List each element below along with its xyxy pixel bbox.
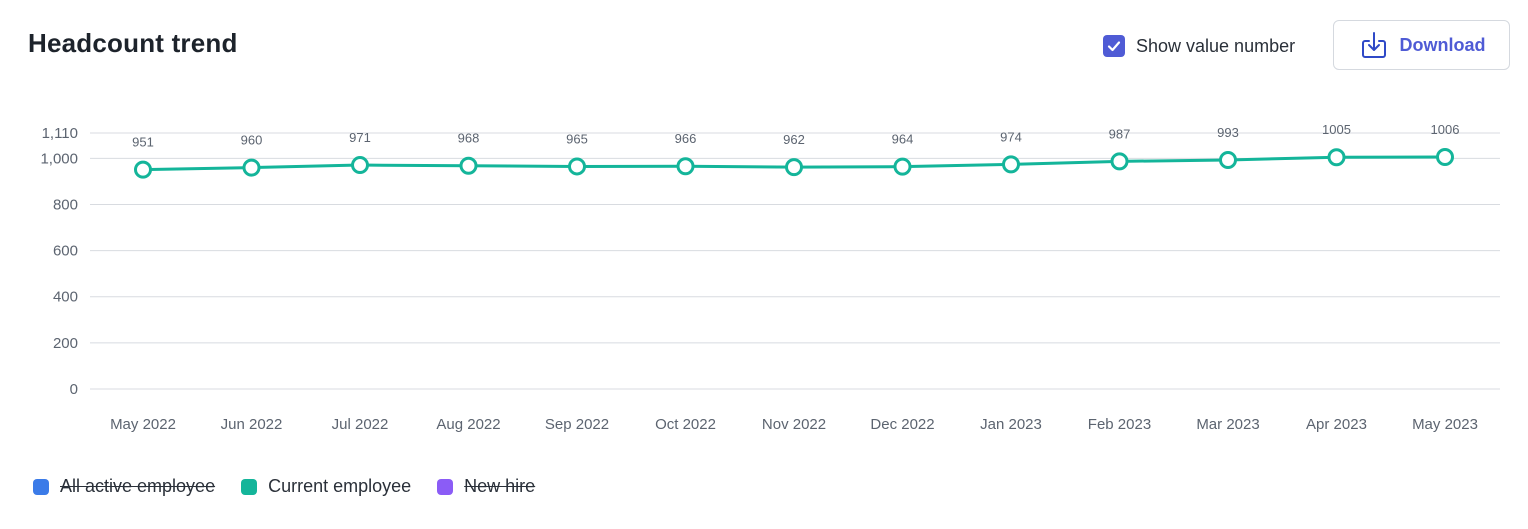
- legend-swatch: [437, 478, 454, 495]
- data-label: 962: [783, 132, 805, 147]
- data-point: [1002, 155, 1020, 174]
- legend-label: New hire: [464, 476, 536, 496]
- data-point: [1327, 148, 1346, 167]
- download-label: Download: [1399, 34, 1486, 55]
- download-icon: [1358, 29, 1390, 61]
- data-label: 971: [349, 130, 371, 145]
- y-tick-label: 800: [53, 196, 78, 213]
- data-point: [893, 157, 912, 176]
- data-point: [242, 158, 261, 177]
- data-label: 987: [1109, 126, 1131, 141]
- data-point: [568, 157, 586, 176]
- legend-item-current-employee[interactable]: Current employee: [241, 476, 411, 497]
- x-tick-label: Jul 2022: [332, 416, 389, 433]
- x-tick-label: May 2022: [110, 416, 176, 433]
- data-label: 964: [892, 132, 914, 147]
- data-label: 966: [675, 131, 697, 146]
- legend-swatch: [33, 478, 49, 495]
- y-tick-label: 1,000: [40, 150, 78, 167]
- data-label: 1005: [1322, 122, 1351, 137]
- data-point: [785, 158, 803, 177]
- page-title: Headcount trend: [28, 28, 238, 58]
- y-tick-label: 0: [70, 381, 78, 398]
- x-tick-label: Mar 2023: [1196, 416, 1259, 433]
- y-tick-label: 600: [53, 243, 78, 260]
- data-point: [351, 156, 369, 175]
- chart-legend: All active employee Current employee New…: [33, 476, 561, 497]
- data-label: 974: [1000, 129, 1022, 144]
- checkmark-icon: [1107, 41, 1121, 52]
- x-tick-label: May 2023: [1412, 416, 1478, 433]
- y-tick-label: 400: [53, 289, 78, 306]
- show-value-label: Show value number: [1136, 35, 1296, 56]
- legend-label: All active employee: [60, 476, 216, 496]
- x-tick-label: Jan 2023: [980, 416, 1042, 433]
- data-label: 993: [1217, 125, 1239, 140]
- x-tick-label: Aug 2022: [436, 416, 500, 433]
- legend-item-new-hire[interactable]: New hire: [437, 476, 535, 497]
- x-tick-label: Sep 2022: [545, 416, 609, 433]
- data-point: [1219, 150, 1237, 169]
- legend-label: Current employee: [268, 476, 412, 496]
- y-tick-label: 1,110: [42, 125, 78, 142]
- x-tick-label: Jun 2022: [221, 416, 283, 433]
- data-point: [1110, 152, 1129, 171]
- show-value-toggle[interactable]: Show value number: [1103, 34, 1295, 58]
- x-tick-label: Dec 2022: [870, 416, 934, 433]
- data-point: [134, 160, 152, 179]
- x-tick-label: Oct 2022: [655, 416, 716, 433]
- data-label: 965: [566, 131, 588, 146]
- show-value-checkbox[interactable]: [1103, 35, 1125, 57]
- data-point: [1436, 147, 1454, 166]
- y-tick-label: 200: [53, 335, 78, 352]
- x-tick-label: Feb 2023: [1088, 416, 1151, 433]
- data-point: [676, 157, 695, 176]
- data-point: [459, 156, 478, 175]
- data-label: 960: [241, 133, 263, 148]
- legend-item-all-active-employee[interactable]: All active employee: [33, 476, 215, 497]
- x-tick-label: Nov 2022: [762, 416, 826, 433]
- legend-swatch: [241, 478, 258, 495]
- download-button[interactable]: Download: [1333, 20, 1510, 70]
- data-label: 968: [458, 131, 480, 146]
- x-tick-label: Apr 2023: [1306, 416, 1367, 433]
- data-label: 1006: [1431, 122, 1460, 137]
- data-label: 951: [132, 135, 154, 150]
